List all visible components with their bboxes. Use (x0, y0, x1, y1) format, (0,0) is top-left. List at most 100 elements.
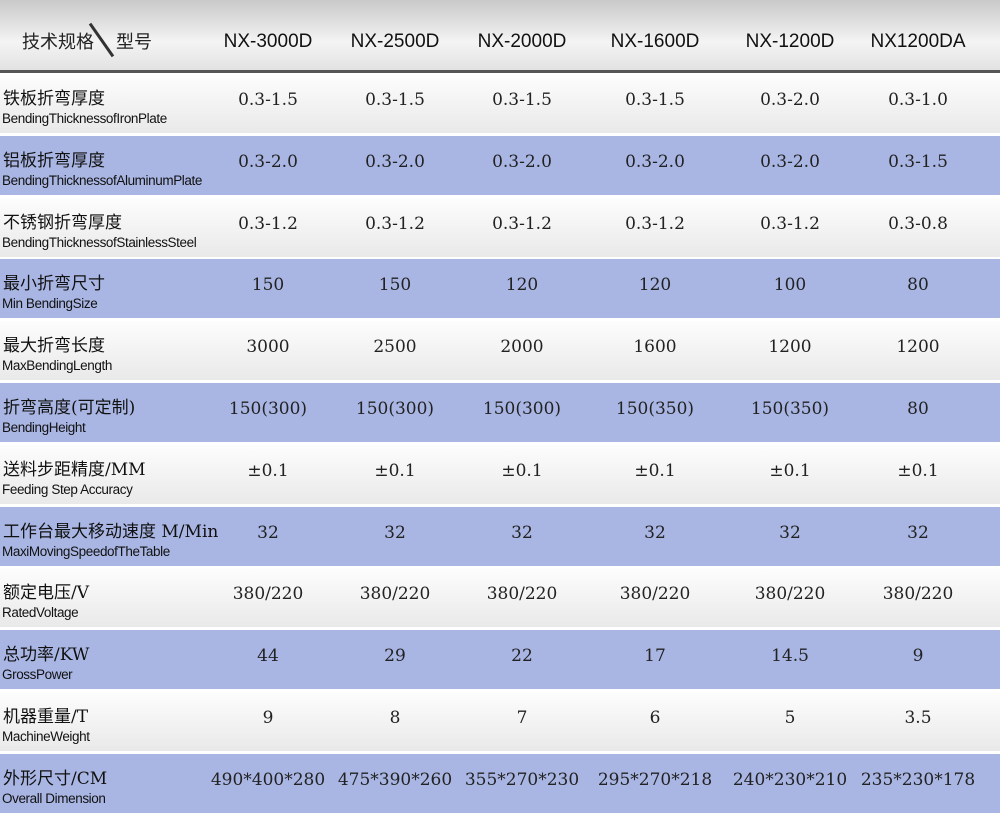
cell-value: 150(350) (615, 399, 695, 419)
row-label-en: Overall Dimension (2, 790, 106, 806)
cell-value: 0.3-1.2 (492, 213, 552, 234)
cell-value: 32 (384, 522, 406, 543)
cell-value: 380/220 (359, 584, 431, 605)
cell-value: 9 (912, 646, 924, 667)
cell-value: 3.5 (904, 708, 932, 728)
model-name: NX1200DA (870, 31, 966, 52)
model-name: NX-2000D (477, 31, 567, 52)
row-label-cn: 总功率/KW (3, 645, 90, 666)
cell-value: 0.3-1.5 (238, 90, 298, 110)
cell-value: 150(350) (750, 399, 830, 419)
cell-value: 0.3-2.0 (238, 151, 298, 172)
table-row: 总功率/KW GrossPower 44 29 22 17 14.5 9 (0, 630, 1000, 690)
cell-value: 7 (516, 708, 528, 728)
cell-value: ±0.1 (501, 460, 543, 481)
cell-value: 475*390*260 (337, 769, 453, 790)
row-label-cn: 最小折弯尺寸 (3, 274, 105, 295)
cell-value: 2500 (373, 337, 417, 358)
cell-value: 32 (644, 522, 666, 543)
cell-value: 32 (511, 522, 533, 543)
cell-value: 80 (907, 275, 929, 296)
table-row: 铁板折弯厚度 BendingThicknessofIronPlate 0.3-1.5… (0, 74, 1000, 133)
cell-value: 380/220 (232, 584, 304, 605)
cell-value: 120 (505, 275, 539, 296)
model-name: NX-1200D (745, 31, 835, 52)
cell-value: 2000 (500, 337, 544, 358)
cell-value: 1200 (896, 337, 940, 358)
cell-value: 29 (384, 646, 406, 667)
table-row: 外形尺寸/CM Overall Dimension 490*400*280 475*3… (0, 753, 1000, 813)
cell-value: 150(300) (482, 399, 562, 419)
cell-value: 380/220 (754, 584, 826, 605)
row-label-cn: 机器重量/T (3, 707, 89, 727)
row-label-cn: 额定电压/V (3, 583, 90, 604)
cell-value: ±0.1 (374, 460, 416, 481)
row-label-cn: 不锈钢折弯厚度 (3, 212, 122, 233)
row-label-en: RatedVoltage (2, 605, 79, 621)
row-label-cn: 折弯高度(可定制) (3, 398, 136, 418)
row-label-en: MaxBendingLength (2, 358, 112, 374)
cell-value: 380/220 (619, 584, 691, 605)
cell-value: 0.3-1.5 (625, 90, 685, 110)
table-row: 最小折弯尺寸 Min BendingSize 150 150 120 120 100 80 (0, 259, 1000, 319)
cell-value: 22 (511, 646, 533, 667)
cell-value: 1200 (768, 337, 812, 358)
table-row: 不锈钢折弯厚度 BendingThicknessofStainlessSteel 0… (0, 197, 1000, 257)
cell-value: 150(300) (228, 399, 308, 419)
row-label-cn: 铁板折弯厚度 (3, 89, 105, 109)
cell-value: 0.3-1.5 (365, 90, 425, 110)
cell-value: 17 (644, 646, 666, 667)
header-row: 技术规格 型号 NX-3000D NX-2500D NX-2000D NX-1600D… (0, 0, 1000, 73)
cell-value: 380/220 (486, 584, 558, 605)
cell-value: 120 (638, 275, 672, 296)
cell-value: 9 (262, 708, 274, 728)
table-row: 送料步距精度/MM Feeding Step Accuracy ±0.1 ±0.1 ±0… (0, 444, 1000, 504)
cell-value: 0.3-2.0 (625, 151, 685, 172)
row-label-en: Feeding Step Accuracy (2, 481, 133, 497)
cell-value: 5 (784, 708, 796, 728)
cell-value: 32 (907, 522, 929, 543)
cell-value: 355*270*230 (464, 769, 580, 790)
row-label-en: BendingHeight (2, 420, 86, 435)
table-row: 折弯高度(可定制) BendingHeight 150(300) 150(300) 15… (0, 383, 1000, 442)
cell-value: 150 (251, 275, 285, 296)
cell-value: 0.3-1.0 (888, 90, 948, 110)
cell-value: 0.3-1.2 (238, 213, 298, 234)
model-label: 型号 (116, 32, 152, 53)
cell-value: 32 (779, 522, 801, 543)
cell-value: 240*230*210 (732, 769, 848, 790)
table-row: 铝板折弯厚度 BendingThicknessofAluminumPlate 0.3… (0, 135, 1000, 195)
cell-value: 0.3-1.5 (492, 90, 552, 110)
spec-label: 技术规格 (22, 32, 94, 53)
cell-value: 0.3-1.2 (625, 213, 685, 234)
row-label-en: Min BendingSize (2, 296, 98, 312)
cell-value: 32 (257, 522, 279, 543)
cell-value: 0.3-1.2 (760, 213, 820, 234)
cell-value: 0.3-2.0 (492, 151, 552, 172)
cell-value: 150 (378, 275, 412, 296)
model-name: NX-2500D (350, 31, 440, 52)
cell-value: 0.3-1.2 (365, 213, 425, 234)
cell-value: 14.5 (771, 646, 809, 667)
cell-value: ±0.1 (247, 460, 289, 481)
table-row: 机器重量/T MachineWeight 9 8 7 6 5 3.5 (0, 692, 1000, 751)
cell-value: 1600 (633, 337, 677, 358)
row-label-cn: 送料步距精度/MM (3, 459, 146, 480)
cell-value: ±0.1 (634, 460, 676, 481)
row-label-en: BendingThicknessofStainlessSteel (2, 234, 197, 250)
cell-value: 8 (389, 708, 401, 728)
cell-value: ±0.1 (769, 460, 811, 481)
cell-value: 490*400*280 (210, 769, 326, 790)
cell-value: 0.3-2.0 (760, 151, 820, 172)
row-label-en: MachineWeight (2, 729, 90, 744)
model-name: NX-3000D (223, 31, 313, 52)
cell-value: 295*270*218 (597, 769, 713, 790)
cell-value: ±0.1 (897, 460, 939, 481)
row-label-cn: 外形尺寸/CM (3, 768, 108, 789)
cell-value: 150(300) (355, 399, 435, 419)
model-name: NX-1600D (610, 31, 700, 52)
cell-value: 6 (649, 708, 661, 728)
row-label-en: BendingThicknessofAluminumPlate (2, 172, 202, 188)
cell-value: 44 (257, 646, 279, 667)
row-label-cn: 铝板折弯厚度 (3, 150, 105, 171)
